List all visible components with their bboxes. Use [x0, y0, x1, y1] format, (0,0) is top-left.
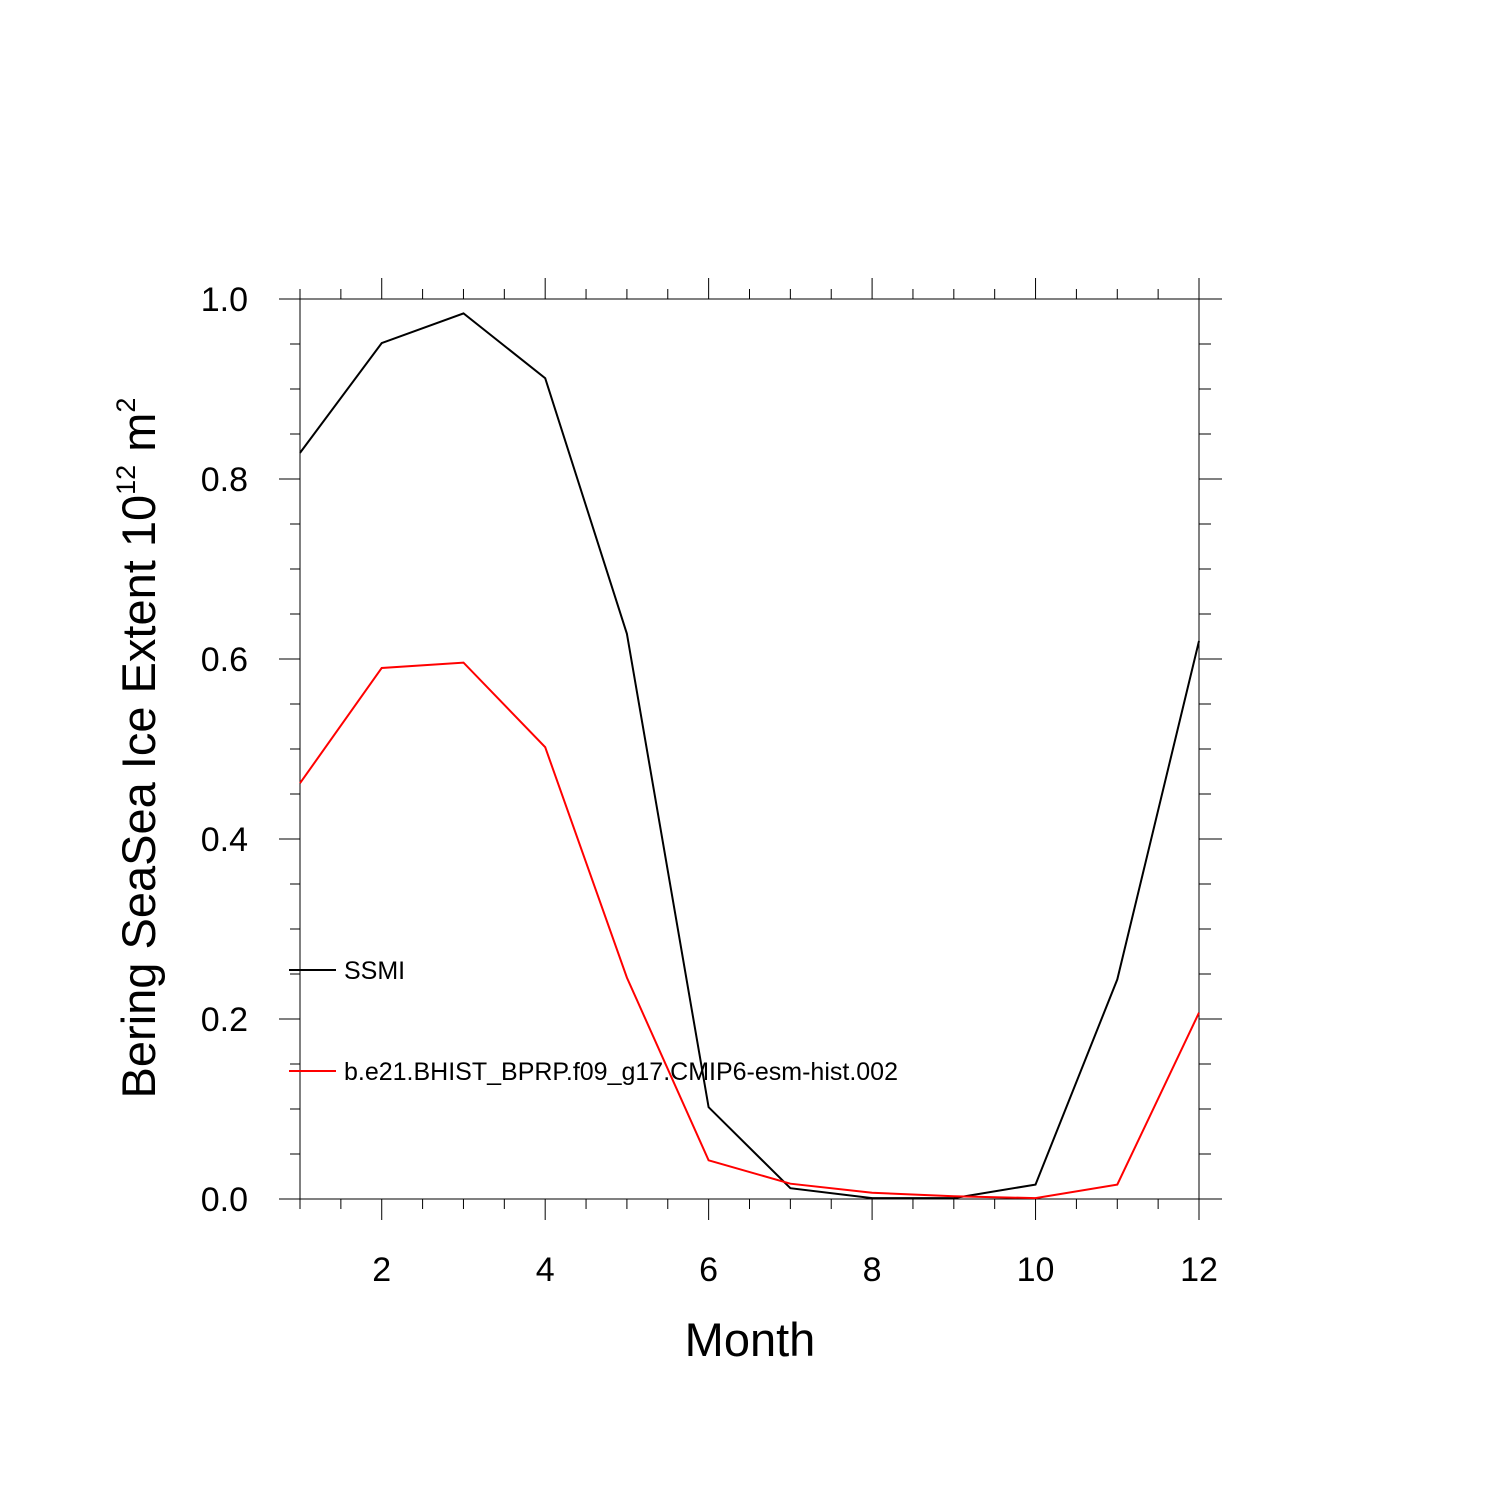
y-axis-title-main: Bering SeaSea Ice Extent 10 — [112, 495, 165, 1099]
x-tick-label: 8 — [863, 1251, 882, 1289]
legend-label-model: b.e21.BHIST_BPRP.f09_g17.CMIP6-esm-hist.… — [344, 1058, 898, 1086]
y-tick-label: 0.8 — [201, 461, 248, 499]
y-axis-title-unit-exponent: 2 — [111, 398, 141, 413]
minor-ticks — [290, 289, 1211, 1209]
series-line-ssmi — [299, 312, 1200, 1200]
y-axis-title-exponent: 12 — [111, 465, 141, 495]
x-tick-label: 10 — [1017, 1251, 1055, 1289]
y-tick-label: 0.6 — [201, 641, 248, 679]
x-tick-label: 6 — [699, 1251, 718, 1289]
y-tick-label: 0.2 — [201, 1001, 248, 1039]
x-tick-label: 2 — [372, 1251, 391, 1289]
legend: SSMI b.e21.BHIST_BPRP.f09_g17.CMIP6-esm-… — [289, 957, 898, 1086]
y-tick-label: 0.4 — [201, 821, 248, 859]
y-axis-title-unit: m — [112, 413, 165, 465]
x-tick-label: 4 — [536, 1251, 555, 1289]
major-ticks — [279, 278, 1222, 1220]
legend-label-ssmi: SSMI — [344, 957, 405, 985]
x-tick-label: 12 — [1180, 1251, 1218, 1289]
y-tick-label: 1.0 — [201, 281, 248, 319]
plot-frame — [299, 298, 1200, 1200]
series-line-model — [299, 661, 1200, 1200]
y-axis-title: Bering SeaSea Ice Extent 1012 m2 — [111, 398, 165, 1099]
y-tick-labels: 0.0 0.2 0.4 0.6 0.8 1.0 — [201, 281, 248, 1219]
x-axis-title: Month — [685, 1313, 816, 1366]
series-lines — [299, 312, 1200, 1200]
y-tick-label: 0.0 — [201, 1181, 248, 1219]
x-tick-labels: 2 4 6 8 10 12 — [372, 1251, 1218, 1289]
